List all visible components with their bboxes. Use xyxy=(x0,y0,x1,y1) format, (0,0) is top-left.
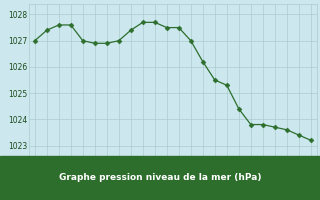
Text: Graphe pression niveau de la mer (hPa): Graphe pression niveau de la mer (hPa) xyxy=(59,174,261,182)
